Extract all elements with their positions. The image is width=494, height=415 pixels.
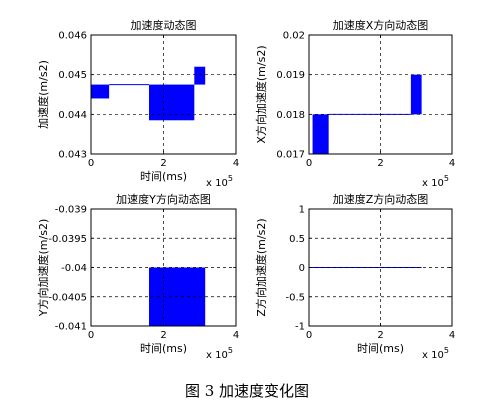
- x-multiplier-label: x 105: [422, 346, 449, 361]
- x-axis-label: 时间(ms): [140, 342, 187, 355]
- y-tick-label: 0.046: [58, 31, 87, 42]
- plot-area: [309, 35, 452, 154]
- y-tick-label: 1: [299, 205, 305, 216]
- x-tick-label: 0: [306, 158, 312, 169]
- y-tick-label: -0.039: [55, 205, 87, 216]
- x-tick-label: 0: [88, 330, 94, 341]
- x-tick-label: 2: [160, 158, 166, 169]
- data-bar: [91, 84, 110, 99]
- chart-panel-2: 0 2 4 0.02 0.019 0.018 0.017 加速度X方向动态图 x 105 X方向加…: [254, 18, 455, 189]
- chart-panel-3: 0 2 4 -0.039 -0.0395 -0.04 -0.0405 -0.041 加速度Y方向…: [36, 192, 239, 361]
- data-bar: [410, 74, 422, 115]
- chart-title: 加速度动态图: [131, 18, 197, 32]
- x-tick-label: 2: [377, 158, 383, 169]
- y-tick-label: 0.043: [58, 150, 87, 161]
- y-axis-label: Z方向加速度(m/s2): [254, 218, 268, 316]
- y-tick-label: 0.5: [289, 234, 305, 245]
- y-tick-label: -0.5: [285, 292, 305, 303]
- y-axis-label: X方向加速度(m/s2): [254, 45, 268, 143]
- y-tick-label: -0.0405: [48, 292, 87, 303]
- data-bar: [149, 84, 195, 121]
- x-tick-label: 0: [88, 158, 94, 169]
- y-axis-label: Y方向加速度(m/s2): [36, 219, 50, 317]
- data-bar: [312, 114, 329, 154]
- x-tick-label: 4: [233, 330, 239, 341]
- x-tick-label: 2: [160, 330, 166, 341]
- y-tick-label: -0.04: [61, 263, 87, 274]
- y-tick-label: 0: [299, 263, 305, 274]
- chart-title: 加速度X方向动态图: [333, 18, 429, 32]
- x-axis-label: 时间(ms): [357, 342, 404, 355]
- y-tick-label: 0.045: [58, 70, 87, 81]
- x-multiplier-label: x 105: [422, 174, 449, 189]
- x-multiplier-label: x 105: [206, 174, 233, 189]
- y-tick-label: -1: [295, 322, 305, 333]
- y-tick-label: -0.041: [55, 322, 87, 333]
- chart-title: 加速度Z方向动态图: [333, 192, 429, 206]
- data-bar: [194, 66, 206, 85]
- y-tick-label: 0.02: [283, 31, 305, 42]
- chart-title: 加速度Y方向动态图: [116, 192, 211, 206]
- y-tick-label: 0.019: [276, 70, 305, 81]
- x-tick-label: 0: [306, 330, 312, 341]
- x-multiplier-label: x 105: [206, 346, 233, 361]
- x-tick-label: 4: [449, 330, 455, 341]
- x-axis-label: 时间(ms): [140, 170, 187, 183]
- x-tick-label: 2: [377, 330, 383, 341]
- y-axis-label: 加速度(m/s2): [36, 60, 50, 129]
- y-tick-label: 0.017: [276, 150, 305, 161]
- y-tick-label: -0.0395: [48, 234, 87, 245]
- x-tick-label: 4: [233, 158, 239, 169]
- figure-caption: 图 3 加速度变化图: [184, 382, 310, 400]
- x-tick-label: 4: [449, 158, 455, 169]
- y-tick-label: 0.018: [276, 110, 305, 121]
- y-tick-label: 0.044: [58, 110, 87, 121]
